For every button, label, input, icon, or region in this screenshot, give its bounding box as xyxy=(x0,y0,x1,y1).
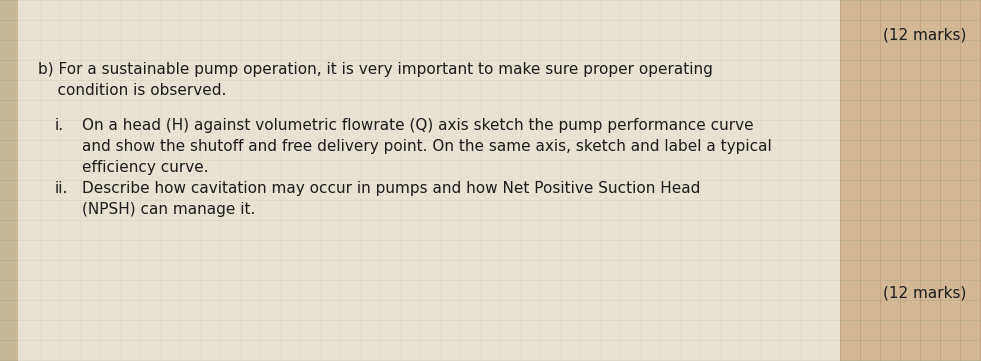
Text: condition is observed.: condition is observed. xyxy=(38,83,227,98)
Text: (12 marks): (12 marks) xyxy=(883,28,966,43)
Text: Describe how cavitation may occur in pumps and how Net Positive Suction Head: Describe how cavitation may occur in pum… xyxy=(82,181,700,196)
Text: and show the shutoff and free delivery point. On the same axis, sketch and label: and show the shutoff and free delivery p… xyxy=(82,139,772,154)
Bar xyxy=(0,0,18,361)
Text: (12 marks): (12 marks) xyxy=(883,285,966,300)
Text: (NPSH) can manage it.: (NPSH) can manage it. xyxy=(82,202,255,217)
Text: efficiency curve.: efficiency curve. xyxy=(82,160,209,175)
Text: i.: i. xyxy=(55,118,64,133)
Text: b) For a sustainable pump operation, it is very important to make sure proper op: b) For a sustainable pump operation, it … xyxy=(38,62,713,77)
Bar xyxy=(18,0,840,361)
Text: ii.: ii. xyxy=(55,181,69,196)
Text: On a head (H) against volumetric flowrate (Q) axis sketch the pump performance c: On a head (H) against volumetric flowrat… xyxy=(82,118,753,133)
Bar xyxy=(840,0,981,361)
